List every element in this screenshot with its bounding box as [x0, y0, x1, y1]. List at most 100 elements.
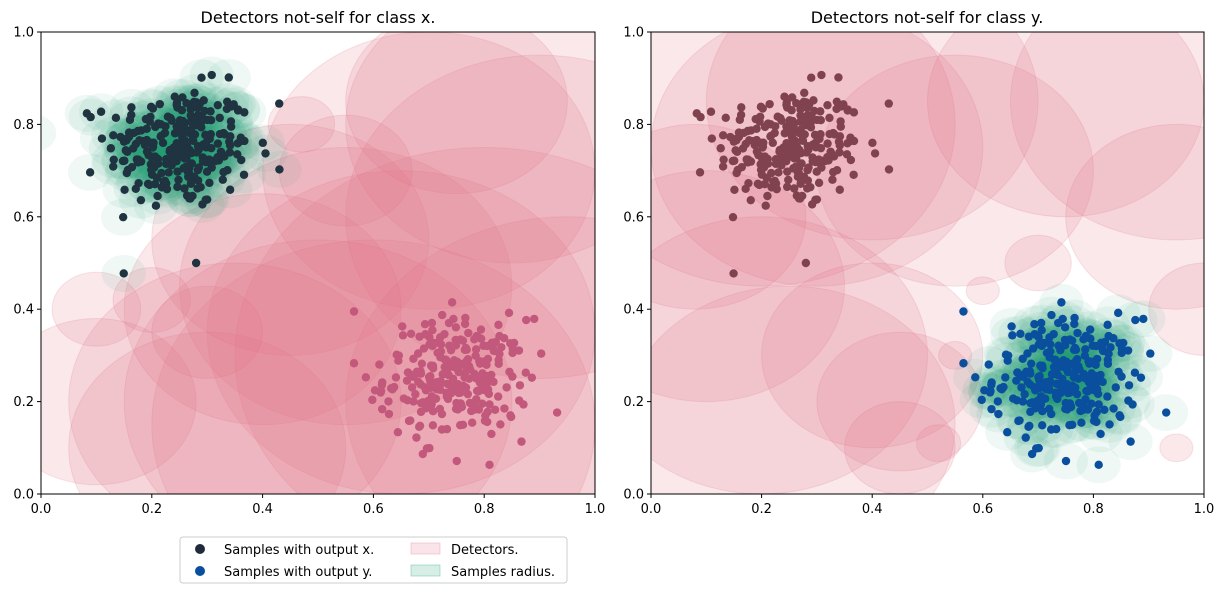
sample-point [1111, 383, 1120, 392]
sample-point [806, 123, 816, 132]
detector-circle [345, 32, 595, 264]
sample-point [493, 392, 503, 401]
sample-point [461, 343, 471, 353]
sample-point [707, 134, 717, 143]
sample-point [85, 168, 95, 177]
sample-point [1130, 368, 1140, 377]
sample-point [1020, 390, 1029, 399]
y-tick-label: 0.2 [13, 395, 34, 410]
sample-point [121, 146, 130, 155]
sample-point [811, 138, 820, 147]
sample-point [97, 134, 107, 143]
sample-point [393, 428, 403, 437]
sample-point [124, 132, 134, 142]
sample-point [1094, 460, 1103, 470]
sample-point [772, 184, 781, 194]
sample-point [190, 88, 199, 98]
sample-point [461, 313, 470, 323]
sample-point [836, 102, 846, 111]
sample-point [1036, 318, 1046, 328]
sample-point [756, 138, 766, 147]
x-tick-label: 0.0 [641, 502, 662, 517]
sample-point [757, 158, 767, 167]
sample-point [411, 390, 420, 399]
sample-point [767, 168, 776, 178]
sample-point [768, 138, 777, 148]
x-tick-label: 0.6 [363, 502, 384, 517]
sample-point [987, 404, 996, 414]
sample-point [134, 178, 143, 188]
sample-point [1036, 361, 1045, 370]
sample-point [1042, 379, 1051, 388]
sample-point [716, 144, 725, 153]
sample-point [1015, 416, 1024, 425]
sample-point [521, 368, 530, 377]
detector-circle [267, 96, 336, 153]
sample-point [471, 374, 481, 383]
sample-point [1115, 411, 1124, 420]
sample-point [172, 100, 181, 109]
sample-point [478, 399, 487, 408]
sample-point [421, 386, 431, 395]
sample-point [447, 298, 457, 307]
sample-point [96, 107, 106, 116]
sample-point [1001, 373, 1010, 382]
sample-point [801, 258, 811, 268]
sample-point [1124, 381, 1134, 390]
sample-point [1049, 329, 1058, 339]
sample-point [1109, 404, 1118, 413]
sample-point [120, 185, 129, 195]
sample-point [127, 103, 136, 112]
sample-point [807, 200, 817, 209]
sample-point [206, 107, 215, 116]
sample-point [436, 340, 446, 349]
sample-point [412, 433, 421, 442]
sample-point [977, 395, 986, 405]
sample-point [442, 424, 452, 434]
sample-point [758, 104, 767, 113]
sample-point [835, 141, 844, 150]
sample-point [1080, 351, 1090, 360]
sample-point [141, 114, 151, 124]
sample-point [485, 400, 494, 409]
sample-point [770, 176, 779, 186]
sample-point [446, 381, 455, 390]
sample-point [999, 382, 1008, 392]
sample-point [198, 200, 207, 209]
sample-point [751, 114, 760, 124]
sample-point [734, 132, 744, 142]
sample-point [456, 388, 465, 397]
sample-point [174, 152, 183, 162]
sample-point [776, 113, 785, 123]
sample-point [812, 167, 821, 176]
sample-point [1045, 353, 1054, 362]
sample-point [191, 114, 200, 124]
sample-point [517, 437, 526, 446]
sample-point [761, 201, 770, 210]
sample-point [552, 408, 562, 417]
y-tick-label: 0.2 [623, 395, 644, 410]
sample-point [816, 107, 825, 116]
sample-point [814, 178, 824, 188]
chart-right-title: Detectors not-self for class y. [811, 8, 1044, 27]
sample-point [215, 129, 225, 139]
sample-point [384, 397, 393, 406]
sample-point [197, 73, 206, 82]
sample-point [706, 107, 716, 116]
sample-point [1073, 328, 1082, 338]
sample-point [530, 314, 539, 324]
sample-point [407, 371, 417, 380]
sample-point [349, 359, 359, 368]
sample-point [147, 138, 156, 147]
sample-point [1024, 422, 1033, 431]
sample-point [467, 418, 477, 427]
sample-point [180, 184, 189, 193]
legend-patch-samples-radius [410, 564, 441, 577]
sample-point [696, 112, 705, 122]
sample-point [1113, 308, 1123, 318]
sample-point [454, 381, 464, 390]
sample-point [870, 149, 880, 158]
sample-point [428, 407, 438, 416]
sample-point [514, 346, 524, 355]
chart-right-frame [650, 31, 1205, 495]
